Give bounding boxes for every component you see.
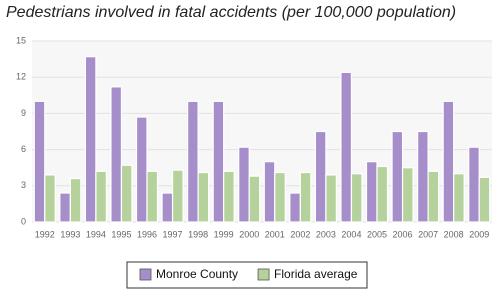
legend-label: Monroe County	[156, 267, 238, 281]
legend-swatch	[139, 268, 152, 281]
bar	[59, 192, 71, 223]
bar	[161, 192, 174, 223]
bar	[289, 192, 301, 223]
x-tick-label: 2007	[418, 229, 438, 239]
bar	[468, 146, 480, 223]
x-tick-label: 1994	[86, 229, 106, 239]
x-tick-label: 1998	[188, 229, 208, 239]
bar	[453, 173, 465, 223]
bar	[33, 100, 46, 223]
bar	[274, 171, 286, 223]
x-tick-label: 1993	[60, 229, 80, 239]
legend-box	[126, 261, 368, 289]
bar	[248, 175, 261, 223]
bar	[427, 170, 440, 223]
x-tick-label: 2001	[265, 229, 285, 239]
bar	[325, 174, 337, 223]
bar	[365, 161, 378, 223]
bar	[110, 86, 123, 223]
bar	[187, 100, 199, 223]
chart-title: Pedestrians involved in fatal accidents …	[6, 4, 456, 21]
y-tick-label: 3	[21, 180, 26, 190]
bar	[146, 170, 159, 223]
y-tick-label: 0	[21, 216, 26, 226]
bar	[44, 174, 56, 223]
bar	[84, 56, 97, 223]
legend-label: Florida average	[274, 267, 358, 281]
x-tick-label: 1996	[137, 229, 157, 239]
x-tick-label: 2005	[367, 229, 387, 239]
bar	[69, 177, 82, 223]
bar	[197, 171, 210, 223]
bar	[314, 130, 327, 223]
bar	[135, 116, 148, 223]
x-tick-label: 2002	[290, 229, 310, 239]
y-tick-label: 15	[16, 35, 26, 45]
legend-swatch	[257, 268, 270, 281]
y-tick-label: 9	[21, 108, 26, 118]
x-tick-label: 1995	[111, 229, 131, 239]
bar	[350, 173, 363, 223]
bar	[263, 161, 276, 223]
bar	[442, 100, 455, 223]
x-tick-label: 2000	[239, 229, 259, 239]
bar	[212, 100, 225, 223]
bar	[238, 146, 250, 223]
x-tick-label: 1997	[163, 229, 183, 239]
bar	[376, 165, 389, 223]
bar	[120, 164, 133, 223]
y-tick-label: 6	[21, 144, 26, 154]
x-tick-label: 2009	[469, 229, 489, 239]
x-tick-label: 1992	[35, 229, 55, 239]
bar	[95, 170, 107, 223]
x-tick-label: 2003	[316, 229, 336, 239]
x-tick-label: 2004	[341, 229, 361, 239]
plot-area	[32, 41, 492, 222]
bar	[401, 167, 414, 223]
bar	[171, 169, 184, 223]
bar	[340, 71, 353, 223]
bar	[417, 130, 429, 223]
y-tick-label: 12	[16, 72, 26, 82]
x-tick-label: 1999	[214, 229, 234, 239]
bar	[223, 170, 235, 223]
bar	[478, 176, 491, 223]
bar	[299, 171, 312, 223]
x-tick-label: 2006	[393, 229, 413, 239]
x-tick-label: 2008	[444, 229, 464, 239]
bar	[391, 130, 404, 223]
